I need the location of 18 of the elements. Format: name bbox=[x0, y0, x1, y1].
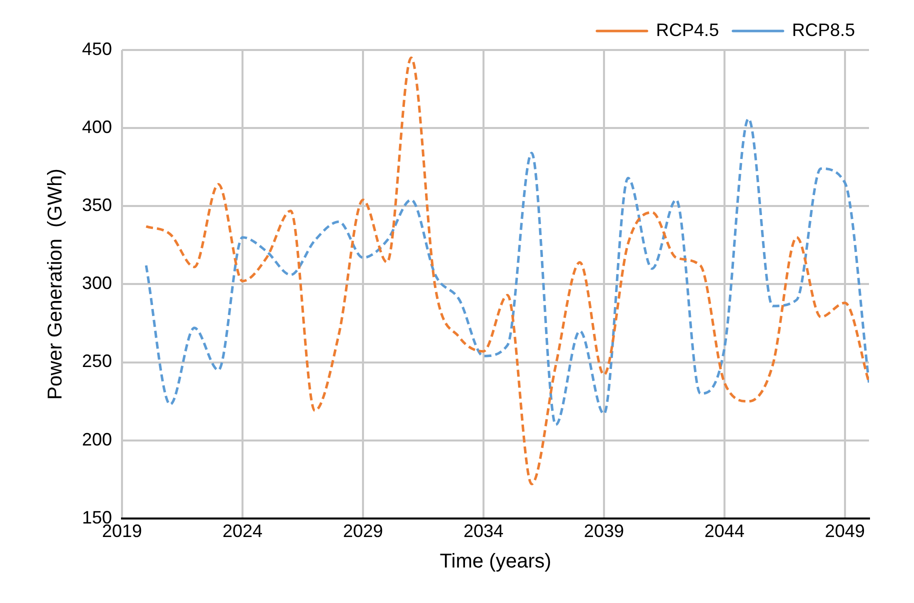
y-tick-label: 400 bbox=[82, 117, 112, 138]
y-tick-label: 350 bbox=[82, 195, 112, 216]
y-tick-label: 250 bbox=[82, 351, 112, 372]
legend-label: RCP4.5 bbox=[656, 20, 719, 40]
line-series bbox=[144, 56, 869, 486]
x-tick-label: 2044 bbox=[704, 521, 744, 542]
x-tick-label: 2034 bbox=[463, 521, 504, 542]
y-tick-label: 200 bbox=[82, 429, 112, 450]
y-tick-label: 450 bbox=[82, 38, 112, 59]
y-axis-title: Power Generation (GWh) bbox=[44, 168, 67, 400]
x-tick-label: 2029 bbox=[342, 521, 384, 542]
x-tick-label: 2024 bbox=[222, 521, 263, 542]
line-series bbox=[144, 117, 869, 426]
legend-label: RCP8.5 bbox=[792, 20, 856, 40]
y-tick-label: 300 bbox=[82, 273, 112, 294]
x-axis-title: Time (years) bbox=[440, 550, 552, 573]
x-tick-label: 2039 bbox=[584, 521, 624, 542]
x-tick-label: 2049 bbox=[824, 521, 865, 542]
